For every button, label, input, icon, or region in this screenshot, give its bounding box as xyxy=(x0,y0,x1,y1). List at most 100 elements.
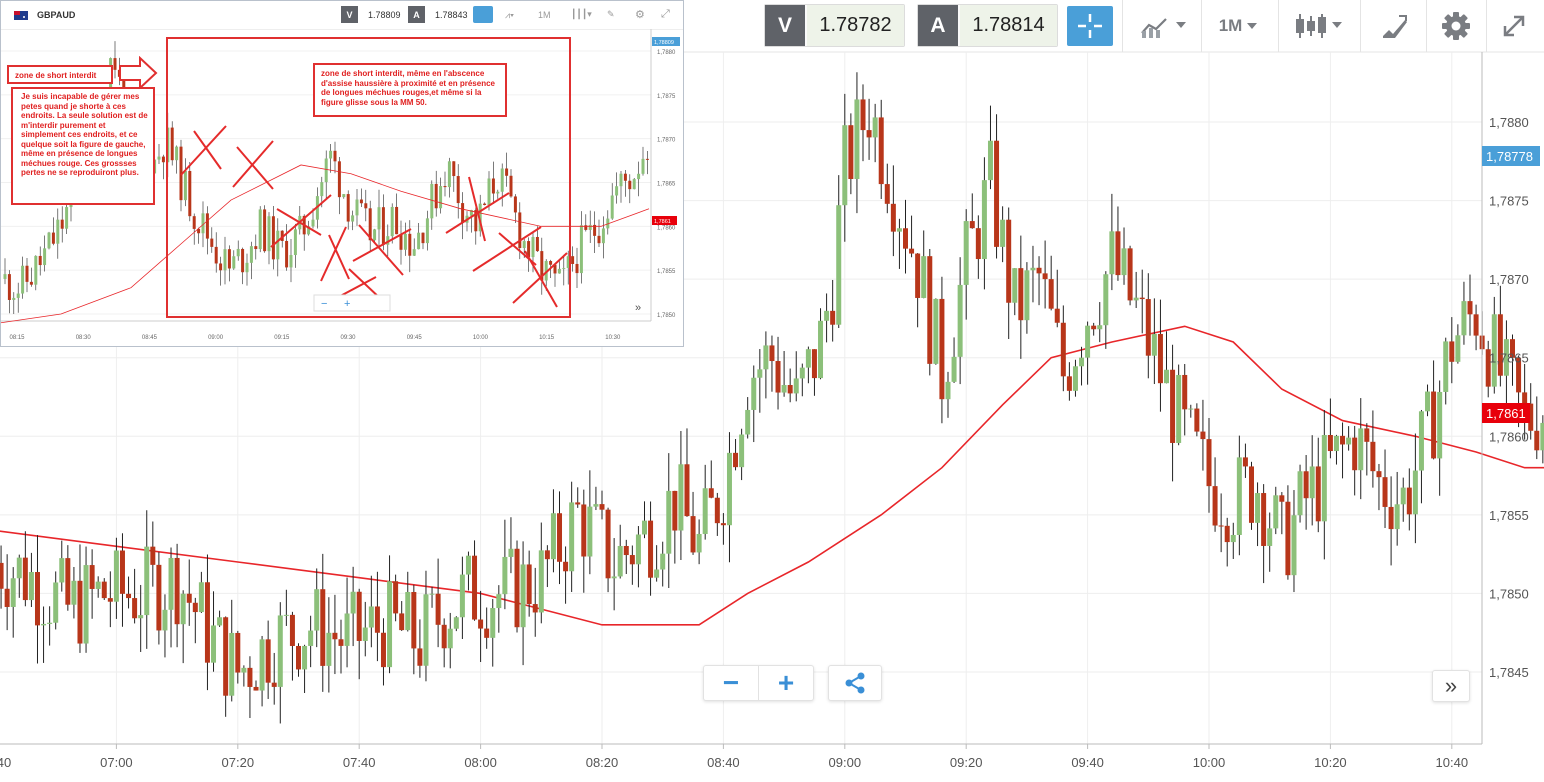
candle-body xyxy=(733,452,739,468)
inset-candle-body xyxy=(487,178,491,206)
time-tick-label: 10:00 xyxy=(1193,755,1226,770)
candle-body xyxy=(53,582,59,623)
inset-candle-body xyxy=(223,249,227,271)
time-tick-label: 09:00 xyxy=(829,755,862,770)
candle-body xyxy=(1042,273,1048,280)
inset-zoom-out: − xyxy=(321,298,327,310)
draw-tools-button[interactable] xyxy=(1368,4,1420,47)
red-cross-mark xyxy=(328,234,350,280)
inset-timeframe: 1M xyxy=(538,10,551,20)
inset-candle-body xyxy=(615,186,619,196)
inset-candle-body xyxy=(571,256,575,264)
inset-candle-body xyxy=(368,208,372,241)
settings-button[interactable] xyxy=(1432,4,1480,47)
inset-candle-body xyxy=(113,58,117,70)
inset-draw-tools-icon: ✎ xyxy=(607,9,615,19)
candle-body xyxy=(1236,457,1242,535)
candle-body xyxy=(848,125,854,179)
inset-price-tick: 1,7855 xyxy=(657,269,676,275)
candle-body xyxy=(866,130,872,138)
candle-body xyxy=(1079,357,1085,367)
candle-body xyxy=(247,667,253,687)
annotation-title: zone de short interdit xyxy=(7,65,113,84)
arrow-right-icon xyxy=(119,56,158,90)
candle-body xyxy=(1085,325,1091,358)
candle-body xyxy=(113,550,119,602)
sell-price-button[interactable]: V 1.78782 xyxy=(764,4,905,47)
price-tick-label: 1,7845 xyxy=(1489,665,1529,680)
buy-price: 1.78814 xyxy=(960,5,1057,46)
candle-body xyxy=(326,632,332,666)
share-button[interactable] xyxy=(828,665,882,701)
inset-candle-body xyxy=(566,256,570,268)
inset-candle-body xyxy=(425,218,429,244)
inset-candle-body xyxy=(47,232,51,249)
inset-candle-body xyxy=(641,158,645,174)
candle-body xyxy=(1303,471,1309,499)
red-cross-mark xyxy=(270,194,332,248)
candle-body xyxy=(1394,504,1400,530)
time-tick-label: 09:20 xyxy=(950,755,983,770)
annotation-left: Je suis incapable de gérer mes petes qua… xyxy=(11,87,155,205)
candle-body xyxy=(71,580,77,605)
candle-body xyxy=(1327,435,1333,452)
candle-body xyxy=(951,356,957,382)
candle-body xyxy=(569,502,575,572)
candle-body xyxy=(520,564,526,628)
candle-body xyxy=(921,256,927,298)
inset-candle-body xyxy=(557,268,561,274)
chevron-down-icon xyxy=(1247,22,1258,29)
candle-body xyxy=(1242,457,1248,467)
inset-candle-body xyxy=(280,230,284,241)
zoom-out-button[interactable]: − xyxy=(704,666,759,700)
crosshair-button[interactable] xyxy=(1067,6,1113,46)
candle-type-button[interactable] xyxy=(1288,4,1352,47)
candle-body xyxy=(314,589,320,631)
candle-body xyxy=(308,630,314,646)
candle-body xyxy=(217,617,223,626)
buy-price-button[interactable]: A 1.78814 xyxy=(917,4,1058,47)
candle-body xyxy=(211,625,217,663)
candle-body xyxy=(1267,528,1273,546)
candle-body xyxy=(393,581,399,614)
inset-price-tick: 1,7850 xyxy=(657,313,676,319)
inset-candle-body xyxy=(535,236,539,252)
candle-body xyxy=(138,615,144,619)
candle-body xyxy=(903,228,908,249)
inset-symbol: GBPAUD xyxy=(37,10,76,20)
inset-candle-body xyxy=(60,219,64,229)
candle-body xyxy=(514,548,520,628)
candle-body xyxy=(581,504,587,557)
candle-body xyxy=(1054,308,1060,323)
inset-candle-body xyxy=(25,265,29,282)
time-tick-label: 08:00 xyxy=(464,755,497,770)
inset-candle-body xyxy=(579,225,583,274)
candle-body xyxy=(1528,403,1534,431)
zoom-in-button[interactable]: + xyxy=(777,667,795,698)
inset-candle-body xyxy=(320,182,324,197)
candle-body xyxy=(229,632,235,696)
candle-body xyxy=(538,550,544,613)
candle-body xyxy=(1139,297,1145,300)
candle-body xyxy=(429,593,435,595)
candle-body xyxy=(1352,437,1358,471)
price-tick-label: 1,7875 xyxy=(1489,194,1529,209)
inset-candle-body xyxy=(188,170,192,217)
inset-candle-body xyxy=(38,255,42,266)
candle-body xyxy=(648,520,654,578)
inset-candle-body xyxy=(276,230,280,260)
fullscreen-button[interactable] xyxy=(1492,4,1536,47)
candle-body xyxy=(963,221,969,285)
timeframe-dropdown[interactable]: 1M xyxy=(1210,4,1268,47)
inset-candle-body xyxy=(29,281,33,285)
candle-body xyxy=(1437,391,1443,459)
candle-body xyxy=(1400,487,1406,505)
candle-body xyxy=(34,572,40,626)
candle-body xyxy=(1340,435,1346,445)
red-cross-mark xyxy=(232,140,274,188)
collapse-panel-button[interactable]: » xyxy=(1432,670,1470,702)
candle-body xyxy=(660,553,666,570)
candle-body xyxy=(1200,431,1206,440)
inset-time-tick: 09:45 xyxy=(407,335,423,341)
chart-type-button[interactable] xyxy=(1132,4,1192,47)
